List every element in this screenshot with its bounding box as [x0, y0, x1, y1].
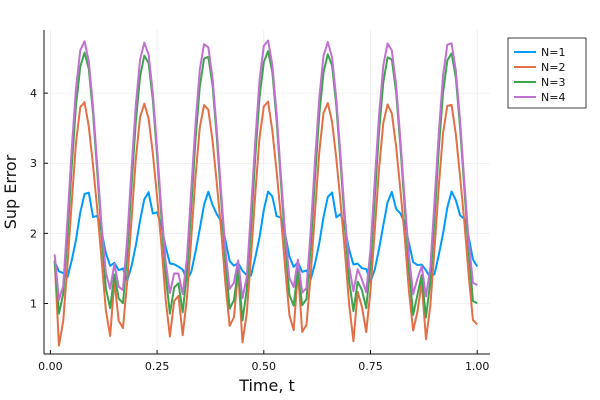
legend-label-n-2: N=2 — [541, 61, 565, 74]
series-line-n-1 — [53, 190, 479, 284]
y-axis-label: Sup Error — [1, 154, 20, 229]
axes — [43, 30, 490, 355]
x-tick-label-3: 0.75 — [358, 360, 383, 373]
y-ticks: 1 2 3 4 — [30, 87, 48, 311]
y-tick-label-3: 4 — [30, 87, 37, 100]
series-line-n-2 — [53, 100, 478, 347]
x-tick-label-4: 1.00 — [465, 360, 490, 373]
legend-label-n-4: N=4 — [541, 91, 565, 104]
series-line-n-4 — [53, 39, 478, 301]
legend: N=1 N=2 N=3 N=4 — [507, 37, 587, 109]
x-axis-label: Time, t — [238, 376, 295, 395]
y-tick-label-1: 2 — [30, 227, 37, 240]
x-tick-label-0: 0.00 — [38, 360, 63, 373]
series-layer — [53, 39, 479, 347]
x-tick-label-1: 0.25 — [145, 360, 170, 373]
legend-label-n-3: N=3 — [541, 76, 565, 89]
x-ticks: 0.00 0.25 0.50 0.75 1.00 — [38, 350, 489, 373]
grid — [44, 30, 490, 354]
legend-label-n-1: N=1 — [541, 46, 565, 59]
y-tick-label-0: 1 — [30, 298, 37, 311]
y-tick-label-2: 3 — [30, 157, 37, 170]
x-tick-label-2: 0.50 — [252, 360, 277, 373]
